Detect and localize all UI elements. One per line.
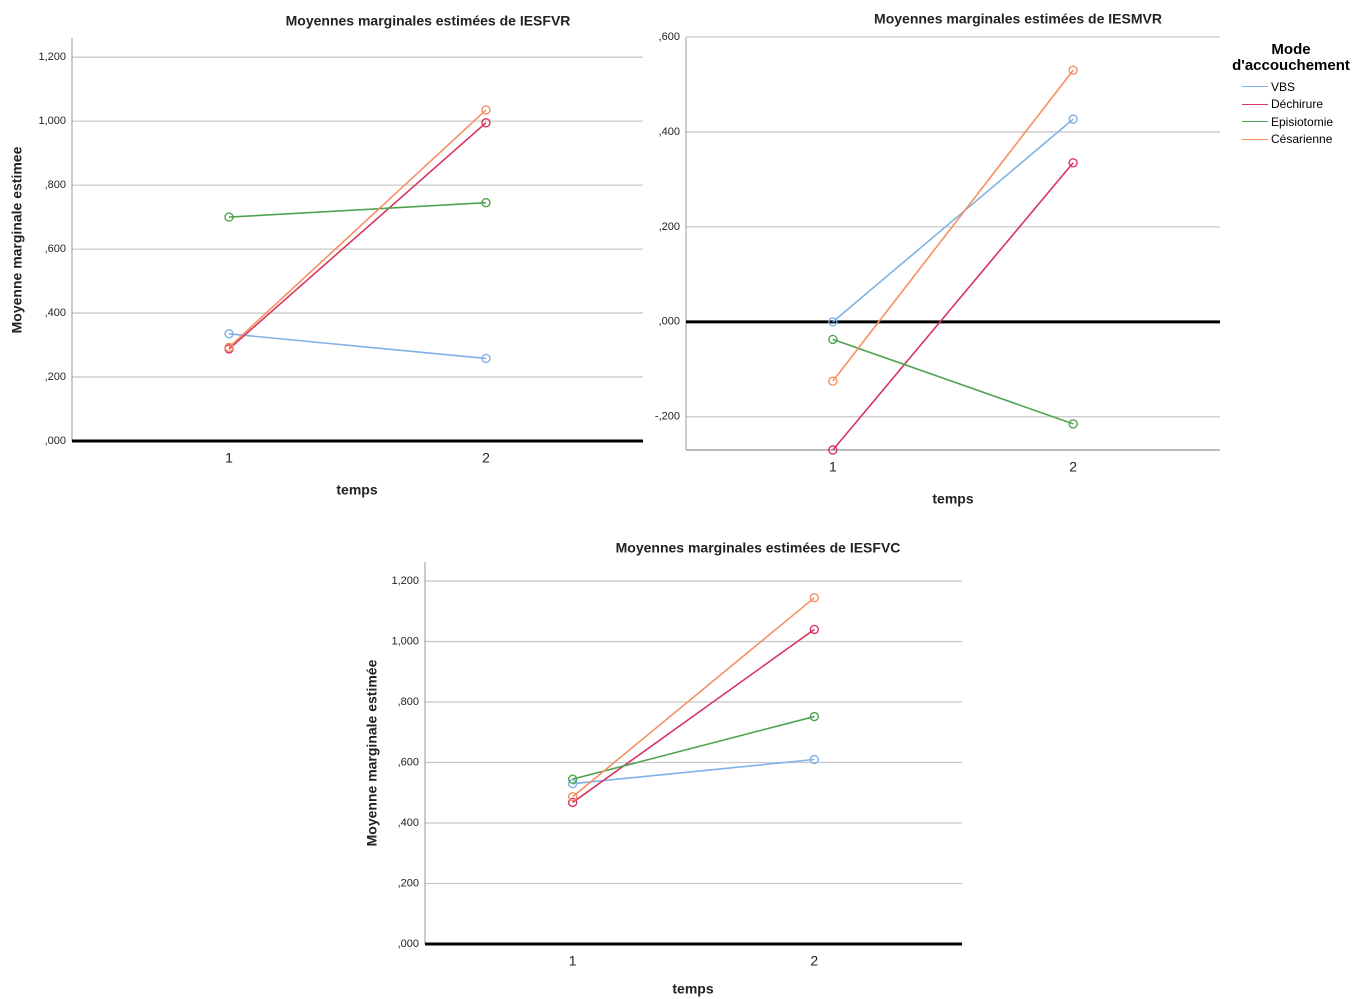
- series-line: [228, 122, 487, 350]
- chart-title: Moyennes marginales estimées de IESMVR: [874, 11, 1162, 27]
- y-tick-label: ,000: [45, 435, 66, 447]
- legend-label: Déchirure: [1271, 97, 1324, 112]
- point: [567, 774, 578, 784]
- point: [567, 792, 578, 802]
- series-line: [572, 758, 815, 785]
- x-tick-label: 2: [482, 450, 490, 466]
- legend-item: Déchirure: [1226, 96, 1356, 114]
- y-tick-label: 1,000: [38, 115, 66, 127]
- point: [481, 353, 491, 364]
- point: [1068, 65, 1078, 75]
- y-tick-label: ,600: [398, 756, 419, 768]
- point: [481, 105, 491, 115]
- legend-label: VBS: [1271, 79, 1296, 94]
- series-line: [832, 338, 1074, 425]
- x-axis-label: temps: [336, 482, 377, 498]
- point: [809, 624, 820, 635]
- x-tick-label: 2: [810, 953, 818, 969]
- point: [224, 212, 234, 222]
- series-line: [572, 628, 815, 804]
- x-axis-label: temps: [672, 981, 713, 997]
- y-tick-label: ,600: [45, 243, 66, 255]
- y-tick-label: 1,200: [38, 51, 66, 63]
- y-tick-label: ,400: [659, 126, 680, 138]
- point: [224, 329, 234, 339]
- point: [828, 376, 838, 386]
- x-tick-label: 1: [225, 450, 233, 466]
- legend-swatch: [1242, 121, 1268, 123]
- point: [828, 317, 838, 327]
- legend-item: Episiotomie: [1226, 113, 1356, 131]
- series-line: [228, 333, 487, 360]
- series-line: [228, 109, 487, 348]
- legend-item: VBS: [1226, 78, 1356, 96]
- point: [481, 198, 491, 208]
- series-line: [832, 162, 1074, 451]
- series-line: [572, 715, 815, 780]
- y-tick-label: ,200: [45, 371, 66, 383]
- y-tick-label: ,800: [398, 696, 419, 708]
- point: [481, 118, 491, 128]
- legend-swatch: [1242, 138, 1268, 140]
- point: [1068, 114, 1078, 124]
- legend-label: Césarienne: [1271, 132, 1333, 147]
- x-axis-label: temps: [932, 491, 973, 507]
- legend-label: Episiotomie: [1271, 114, 1334, 129]
- series-line: [832, 69, 1074, 382]
- y-tick-label: ,400: [45, 307, 66, 319]
- point: [809, 592, 820, 603]
- point: [828, 445, 838, 455]
- legend-swatch: [1242, 103, 1268, 105]
- chart-title: Moyennes marginales estimées de IESFVR: [286, 13, 571, 29]
- point: [1068, 158, 1078, 168]
- chart-title: Moyennes marginales estimées de IESFVC: [616, 540, 901, 556]
- legend-title: Mode d'accouchement: [1232, 41, 1350, 74]
- point: [1068, 419, 1078, 429]
- y-tick-label: ,600: [659, 31, 680, 43]
- y-tick-label: ,200: [659, 221, 680, 233]
- point: [809, 754, 820, 765]
- y-axis-label: Moyenne marginale estimée: [364, 659, 380, 846]
- point: [567, 778, 578, 789]
- point: [809, 711, 820, 722]
- x-tick-label: 1: [569, 953, 577, 969]
- y-tick-label: 1,200: [391, 575, 419, 587]
- point: [567, 797, 578, 808]
- y-tick-label: -,200: [655, 411, 680, 423]
- legend-swatch: [1242, 86, 1268, 88]
- series-line: [572, 597, 815, 798]
- point: [224, 342, 234, 352]
- y-tick-label: 1,000: [391, 635, 419, 647]
- legend: Mode d'accouchement VBS Déchirure Episiotom…: [1226, 42, 1356, 148]
- y-tick-label: ,200: [398, 877, 419, 889]
- x-tick-label: 2: [1069, 459, 1077, 475]
- y-tick-label: ,000: [659, 316, 680, 328]
- point: [828, 334, 838, 345]
- y-axis-label: Moyenne marginale estimee: [9, 146, 25, 333]
- series-line: [228, 201, 487, 218]
- y-tick-label: ,400: [398, 817, 419, 829]
- series-line: [832, 118, 1074, 323]
- x-tick-label: 1: [829, 459, 837, 475]
- legend-item: Césarienne: [1226, 131, 1356, 149]
- y-tick-label: ,800: [45, 179, 66, 191]
- y-tick-label: ,000: [398, 938, 419, 950]
